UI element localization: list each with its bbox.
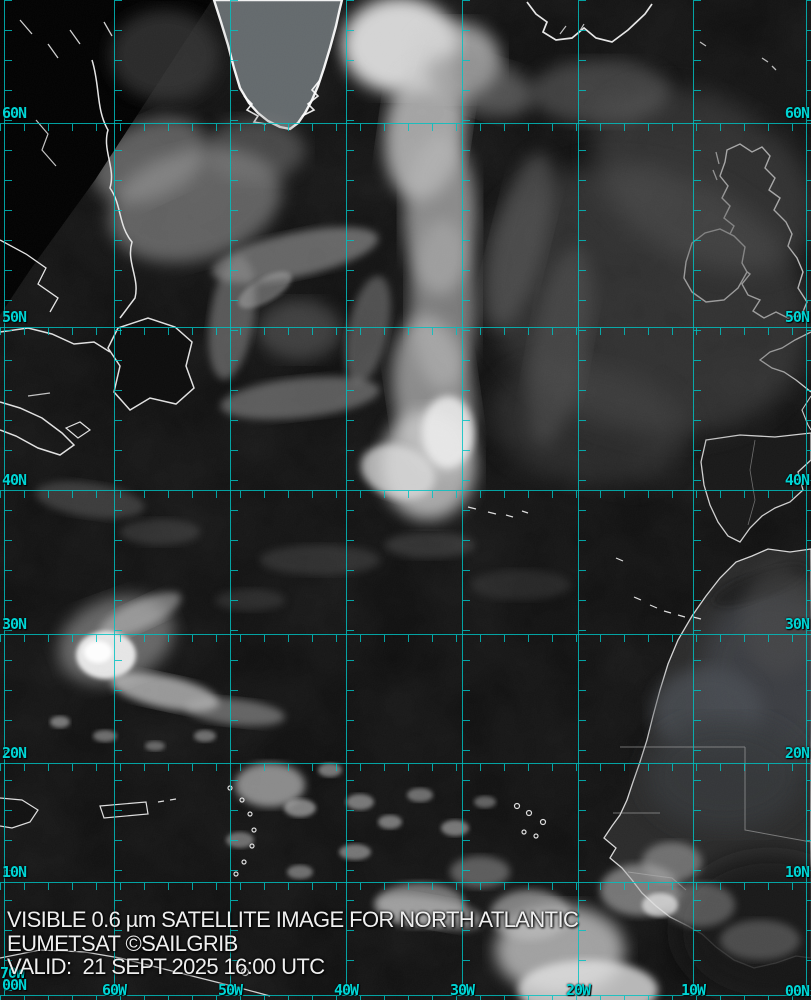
caption-credit: EUMETSAT ©SAILGRIB (7, 931, 238, 956)
lon-label-50w: 50W (217, 981, 243, 999)
lat-label-30n-right: 30N (784, 615, 810, 633)
lat-label-60n-right: 60N (784, 104, 810, 122)
lon-label-10w: 10W (680, 981, 706, 999)
lon-label-60w: 60W (101, 981, 127, 999)
lat-label-20n-right: 20N (784, 744, 810, 762)
lat-label-50n-left: 50N (2, 308, 27, 326)
lat-label-00n-right: 00N (784, 982, 810, 1000)
lat-label-10n-right: 10N (784, 863, 810, 881)
lat-label-00n-left: 00N (2, 976, 27, 994)
caption-valid-time: VALID: 21 SEPT 2025 16:00 UTC (7, 954, 325, 979)
lon-label-70w: 70W (0, 964, 25, 982)
lat-label-20n-left: 20N (2, 744, 27, 762)
lon-label-30w: 30W (449, 981, 475, 999)
lat-label-50n-right: 50N (784, 308, 810, 326)
caption-title: VISIBLE 0.6 µm SATELLITE IMAGE FOR NORTH… (7, 907, 579, 932)
lon-label-40w: 40W (333, 981, 359, 999)
lon-label-20w: 20W (565, 981, 591, 999)
lat-label-60n-left: 60N (2, 104, 27, 122)
lat-label-40n-left: 40N (2, 471, 27, 489)
lat-label-40n-right: 40N (784, 471, 810, 489)
lat-label-10n-left: 10N (2, 863, 27, 881)
lat-label-30n-left: 30N (2, 615, 27, 633)
